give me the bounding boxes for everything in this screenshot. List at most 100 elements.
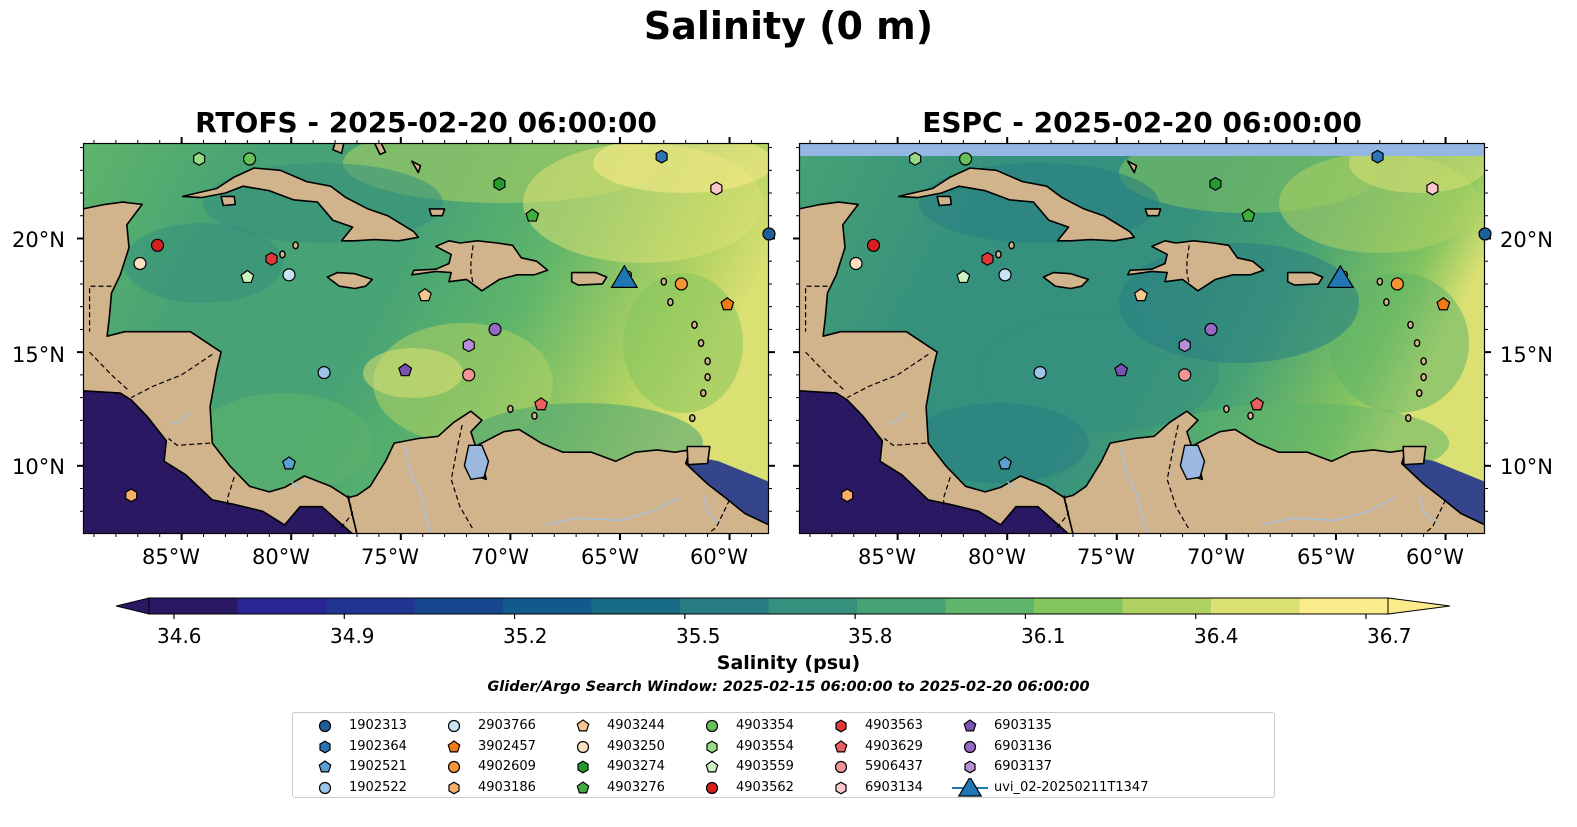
float-1902522 (1033, 365, 1047, 380)
salinity-patch (193, 393, 373, 493)
land-hispaniola (411, 240, 549, 292)
lat-label-10n-left: 10°N (12, 455, 65, 479)
colorbar-tick-36-7: 36.7 (1367, 624, 1412, 648)
legend-marker-pentagon-icon (576, 719, 590, 732)
legend-label: 6903136 (994, 738, 1052, 754)
land-bahamas2 (373, 143, 387, 156)
lon-label-75w-rtofs: 75°W (361, 545, 419, 569)
legend-symbol (706, 740, 718, 753)
legend-marker-pentagon-icon (963, 719, 977, 732)
legend-marker-pentagon-icon (318, 760, 332, 773)
float-4903629 (534, 397, 549, 411)
legend-marker-circle-icon (318, 719, 332, 733)
country-border (707, 499, 731, 534)
float-4903563 (981, 251, 994, 266)
legend-symbol (318, 760, 332, 773)
lat-label-20n-right: 20°N (1500, 228, 1553, 252)
float-4903244 (417, 287, 432, 302)
islet (704, 373, 711, 382)
legend-label: 3902457 (478, 738, 536, 754)
float-4902609 (674, 277, 688, 291)
legend-marker-hexagon-icon (964, 760, 976, 774)
colorbar-segment (857, 598, 946, 614)
salinity-colorbar (116, 597, 1451, 619)
islet (660, 277, 668, 286)
colorbar-segment (680, 598, 769, 614)
country-border (805, 351, 846, 392)
legend-label: 4903563 (865, 718, 923, 733)
legend-symbol (963, 719, 977, 732)
islet (995, 250, 1002, 259)
colorbar-segment (591, 598, 681, 614)
country-border (884, 438, 927, 446)
land-bahamas3 (411, 160, 422, 174)
colorbar-segment (503, 598, 592, 614)
islet (704, 357, 711, 366)
islet (1407, 320, 1414, 329)
land-bahamas4 (428, 208, 446, 217)
country-border (1054, 495, 1070, 530)
islet (697, 338, 705, 348)
islet (279, 250, 286, 259)
legend-label: 4903629 (865, 738, 923, 754)
islet (1008, 241, 1015, 250)
salinity-patch (593, 143, 769, 193)
map-frame (798, 142, 1486, 535)
colorbar-segment (414, 598, 504, 614)
legend-label: 4903276 (607, 779, 665, 795)
float-4903276 (525, 208, 540, 222)
river (170, 410, 191, 426)
river (1261, 497, 1396, 526)
float-4903186 (841, 488, 854, 503)
legend-marker-hexagon-icon (577, 760, 589, 774)
legend-marker-circle-icon (705, 719, 719, 733)
float-4903562 (866, 238, 881, 252)
legend-symbol (835, 781, 847, 794)
legend-symbol (448, 781, 460, 794)
river (1006, 481, 1017, 490)
float-legend: 1902313 1902364 1902521 1902522 2903766 39024… (292, 712, 1275, 798)
colorbar-segment (326, 598, 415, 614)
espc-salinity-map (793, 137, 1492, 540)
country-border (804, 285, 828, 332)
float-1902313 (1478, 227, 1492, 241)
float-4903250 (133, 256, 147, 271)
lon-label-60w-rtofs: 60°W (690, 545, 748, 569)
salinity-patch (363, 348, 463, 398)
legend-symbol (577, 760, 589, 774)
float-4902609 (1390, 277, 1404, 291)
float-4903562 (150, 238, 165, 252)
land-jamaica (326, 271, 374, 290)
panel-title-rtofs: RTOFS - 2025-02-20 06:00:00 (195, 106, 657, 139)
lon-label-65w-rtofs: 65°W (581, 545, 639, 569)
legend-symbol (834, 760, 848, 774)
land-bahamas1 (332, 143, 345, 154)
islet (1223, 404, 1230, 414)
legend-label: 2903766 (478, 718, 536, 733)
legend-label: 6903134 (865, 779, 923, 795)
float-5906437 (1178, 368, 1192, 382)
legend-label: 4903554 (736, 738, 794, 754)
islet (292, 241, 299, 250)
float-2903766 (998, 268, 1012, 282)
islet (688, 413, 696, 423)
islet (1415, 388, 1423, 398)
legend-marker-hexagon-icon (448, 781, 460, 794)
float-6903134 (1426, 181, 1439, 196)
country-border (470, 245, 474, 285)
figure-title: Salinity (0 m) (643, 4, 934, 48)
islet (507, 404, 514, 414)
land-cuba (181, 167, 420, 242)
legend-symbol (318, 781, 332, 794)
colorbar-tick-36-4: 36.4 (1194, 624, 1239, 648)
colorbar-tick-36-1: 36.1 (1021, 624, 1066, 648)
pacific-ocean (83, 388, 353, 534)
orinoco-plume (674, 452, 769, 525)
salinity-patch (1329, 273, 1469, 413)
land-puertoRico (1286, 271, 1324, 286)
legend-label: 4903274 (607, 759, 665, 774)
legend-symbol (447, 739, 461, 752)
float-1902364 (655, 149, 668, 164)
river (404, 445, 433, 534)
float-6903137 (462, 338, 475, 353)
